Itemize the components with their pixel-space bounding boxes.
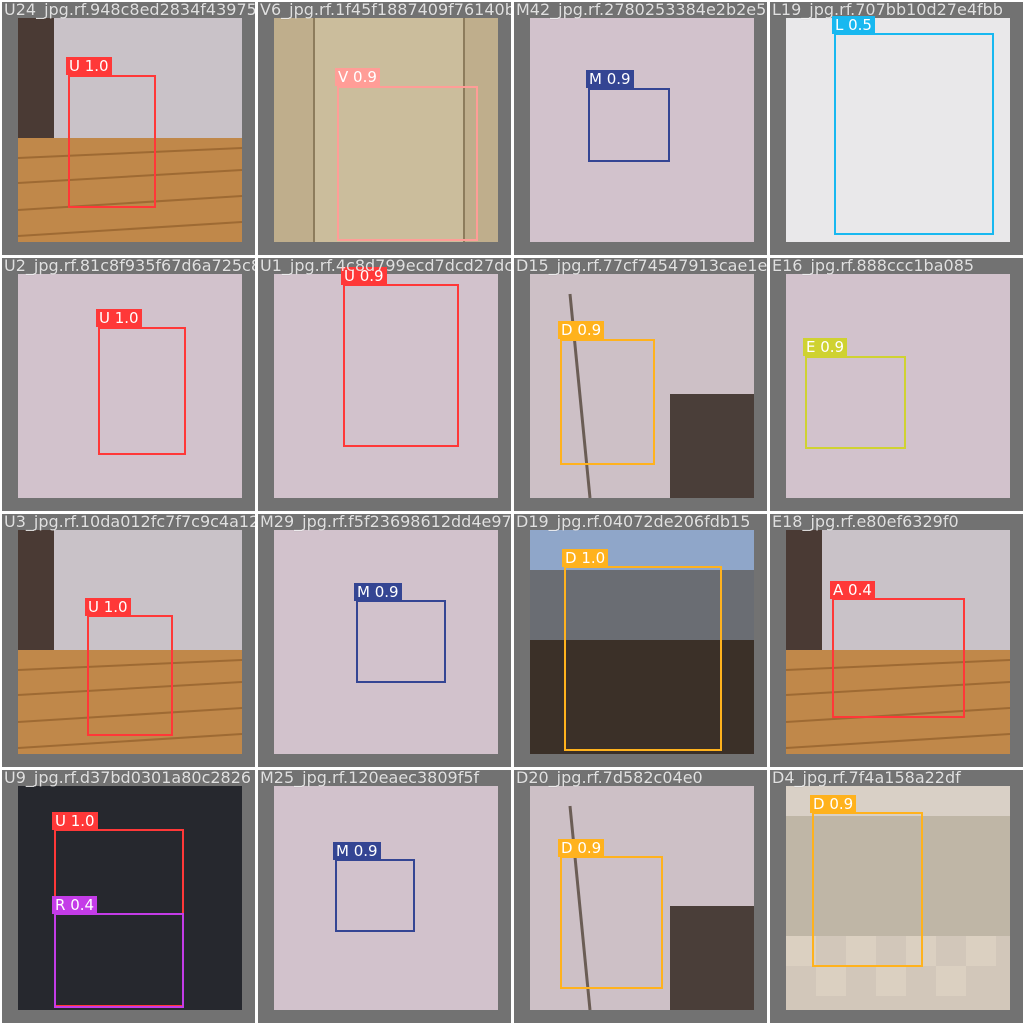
bounding-box	[98, 327, 186, 455]
image-filename: M25_jpg.rf.120eaec3809f5f	[260, 770, 480, 787]
detection-label: D 0.9	[810, 795, 857, 813]
bounding-box	[335, 859, 415, 932]
detection-label: U 1.0	[66, 57, 112, 75]
detection-label: U 1.0	[96, 309, 142, 327]
detection-label: M 0.9	[586, 70, 634, 88]
tile: V 0.9 V6_jpg.rf.1f45f1887409f76140b992fd	[258, 2, 511, 255]
photo	[18, 18, 242, 242]
bounding-box	[68, 75, 156, 208]
image-filename: U9_jpg.rf.d37bd0301a80c2826	[4, 770, 252, 787]
bounding-box	[337, 86, 478, 241]
detection-label: U 1.0	[52, 812, 98, 830]
bounding-box	[564, 566, 722, 751]
bounding-box	[87, 615, 173, 736]
photo	[530, 274, 754, 498]
bounding-box	[834, 33, 994, 235]
photo	[274, 18, 498, 242]
photo	[786, 274, 1010, 498]
tile: D 0.9 D4_jpg.rf.7f4a158a22df	[770, 770, 1023, 1023]
tile: U 0.9 U1_jpg.rf.4c8d799ecd7dcd27dc22	[258, 258, 511, 511]
image-filename: U1_jpg.rf.4c8d799ecd7dcd27dc22	[260, 258, 511, 275]
bounding-box	[832, 598, 965, 718]
tile: D 0.9 D20_jpg.rf.7d582c04e0	[514, 770, 767, 1023]
detection-label: U 0.9	[341, 267, 387, 285]
detection-label: D 1.0	[562, 549, 609, 567]
bounding-box	[356, 600, 446, 683]
tile: M 0.9 M25_jpg.rf.120eaec3809f5f	[258, 770, 511, 1023]
tile: A 0.4 E18_jpg.rf.e80ef6329f0	[770, 514, 1023, 767]
image-filename: U3_jpg.rf.10da012fc7f7c9c4a126	[4, 514, 255, 531]
photo	[786, 786, 1010, 1010]
image-filename: U2_jpg.rf.81c8f935f67d6a725c87	[4, 258, 255, 275]
tile: U 1.0 U2_jpg.rf.81c8f935f67d6a725c87	[2, 258, 255, 511]
detection-label: M 0.9	[333, 842, 381, 860]
detection-label: R 0.4	[52, 896, 98, 914]
bounding-box	[560, 339, 655, 465]
tile: D 0.9 D15_jpg.rf.77cf74547913cae1e	[514, 258, 767, 511]
photo	[274, 786, 498, 1010]
tile: M 0.9 M42_jpg.rf.2780253384e2b2e576f	[514, 2, 767, 255]
bounding-box	[560, 856, 663, 989]
detection-label: V 0.9	[335, 68, 380, 86]
photo	[786, 18, 1010, 242]
image-filename: D15_jpg.rf.77cf74547913cae1e	[516, 258, 767, 275]
image-filename: L19_jpg.rf.707bb10d27e4fbb	[772, 2, 1003, 19]
photo	[530, 786, 754, 1010]
image-filename: E16_jpg.rf.888ccc1ba085	[772, 258, 975, 275]
photo	[274, 530, 498, 754]
bounding-box	[54, 913, 184, 1008]
detection-label: D 0.9	[558, 321, 605, 339]
detection-label: E 0.9	[803, 338, 848, 356]
tile: U 1.0 U3_jpg.rf.10da012fc7f7c9c4a126	[2, 514, 255, 767]
bounding-box	[805, 356, 906, 449]
image-filename: V6_jpg.rf.1f45f1887409f76140b992fd	[260, 2, 511, 19]
bounding-box	[812, 812, 923, 967]
tile: U 1.0 U24_jpg.rf.948c8ed2834f43975d	[2, 2, 255, 255]
detection-label: D 0.9	[558, 839, 605, 857]
tile: E 0.9 E16_jpg.rf.888ccc1ba085	[770, 258, 1023, 511]
image-filename: D19_jpg.rf.04072de206fdb15	[516, 514, 751, 531]
image-filename: M29_jpg.rf.f5f23698612dd4e97f	[260, 514, 511, 531]
tile: U 1.0 R 0.4 U9_jpg.rf.d37bd0301a80c2826	[2, 770, 255, 1023]
detection-label: M 0.9	[354, 583, 402, 601]
photo	[274, 274, 498, 498]
tile: L 0.5 L19_jpg.rf.707bb10d27e4fbb	[770, 2, 1023, 255]
detection-label: L 0.5	[832, 16, 875, 34]
image-filename: D20_jpg.rf.7d582c04e0	[516, 770, 703, 787]
detection-label: U 1.0	[85, 598, 131, 616]
image-filename: U24_jpg.rf.948c8ed2834f43975d	[4, 2, 255, 19]
tile: D 1.0 D19_jpg.rf.04072de206fdb15	[514, 514, 767, 767]
image-filename: E18_jpg.rf.e80ef6329f0	[772, 514, 959, 531]
photo	[18, 530, 242, 754]
bounding-box	[588, 88, 670, 162]
tile: M 0.9 M29_jpg.rf.f5f23698612dd4e97f	[258, 514, 511, 767]
image-filename: D4_jpg.rf.7f4a158a22df	[772, 770, 961, 787]
image-filename: M42_jpg.rf.2780253384e2b2e576f	[516, 2, 767, 19]
photo	[530, 18, 754, 242]
detection-label: A 0.4	[830, 581, 875, 599]
bounding-box	[343, 284, 459, 447]
